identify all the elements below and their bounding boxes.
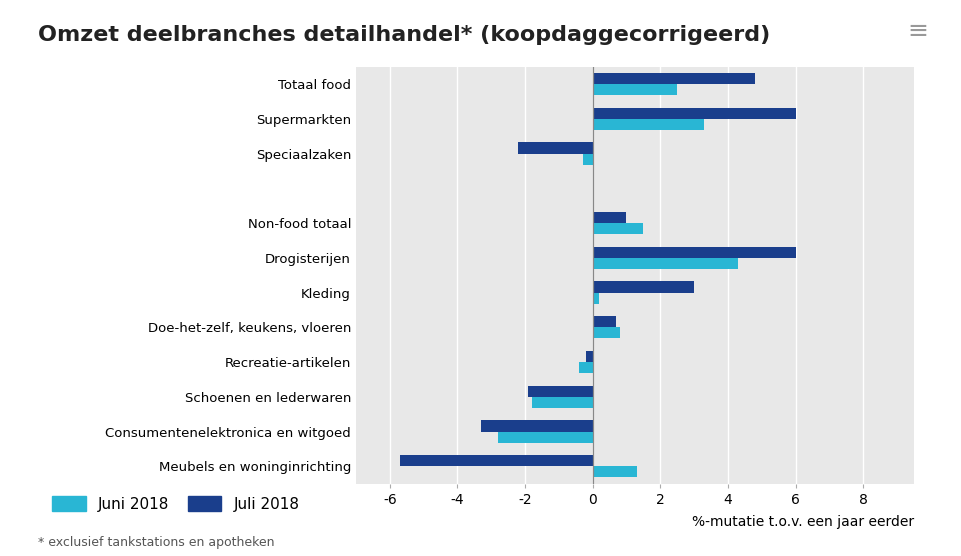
Bar: [592, 327, 619, 339]
Bar: [592, 247, 795, 258]
Bar: [592, 466, 636, 478]
Bar: [518, 142, 592, 153]
X-axis label: %-mutatie t.o.v. een jaar eerder: %-mutatie t.o.v. een jaar eerder: [691, 515, 913, 529]
Bar: [592, 84, 677, 95]
Text: ≡: ≡: [906, 19, 927, 43]
Bar: [592, 292, 599, 304]
Bar: [592, 108, 795, 119]
Bar: [592, 281, 694, 292]
Legend: Juni 2018, Juli 2018: Juni 2018, Juli 2018: [46, 490, 306, 518]
Bar: [592, 316, 616, 327]
Bar: [592, 258, 737, 269]
Bar: [582, 153, 592, 165]
Bar: [531, 397, 592, 408]
Bar: [592, 223, 643, 234]
Bar: [498, 431, 592, 443]
Bar: [480, 420, 592, 431]
Bar: [528, 386, 592, 397]
Text: Omzet deelbranches detailhandel* (koopdaggecorrigeerd): Omzet deelbranches detailhandel* (koopda…: [38, 25, 770, 45]
Bar: [400, 455, 592, 466]
Bar: [592, 212, 626, 223]
Text: * exclusief tankstations en apotheken: * exclusief tankstations en apotheken: [38, 537, 275, 549]
Bar: [592, 119, 703, 130]
Bar: [592, 73, 754, 84]
Bar: [585, 351, 592, 362]
Bar: [579, 362, 592, 373]
